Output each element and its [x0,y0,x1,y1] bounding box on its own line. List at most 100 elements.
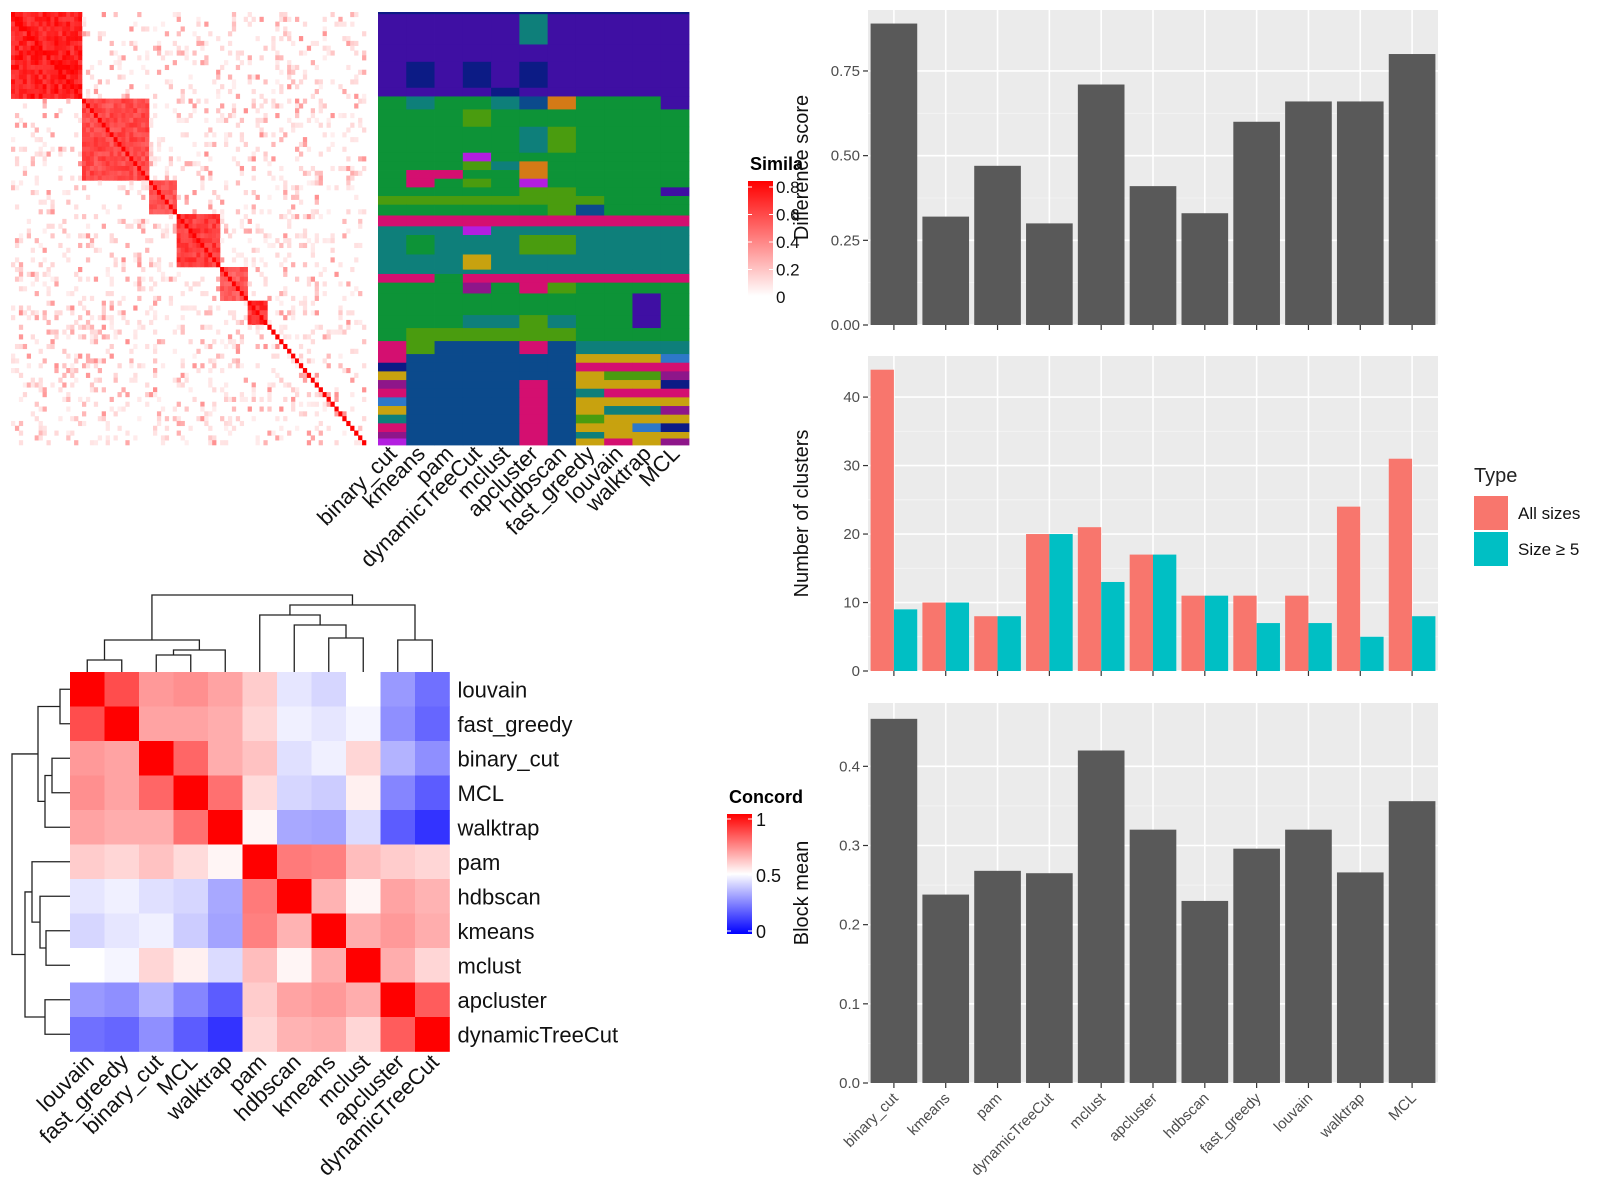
similarity-cell [46,194,51,200]
assignment-cell [434,371,464,381]
similarity-cell [74,79,79,85]
similarity-cell [30,31,35,37]
similarity-cell [168,190,174,196]
assignment-cell [575,44,605,63]
similarity-cell [105,291,110,297]
concordance-cell [346,913,381,949]
similarity-cell [279,425,284,431]
similarity-cell [342,295,347,301]
similarity-cell [133,252,138,258]
similarity-cell [58,16,63,22]
similarity-cell [204,310,209,316]
similarity-cell [109,156,114,162]
similarity-cell [38,363,43,369]
similarity-cell [153,190,158,196]
assignment-cell [575,96,605,110]
similarity-cell [70,382,75,388]
similarity-cell [34,382,39,388]
assignment-cell [632,44,662,63]
bar [1336,506,1361,671]
similarity-cell [109,165,114,172]
similarity-cell [255,435,260,441]
similarity-cell [275,64,280,71]
similarity-cell [216,117,221,123]
similarity-cell [62,16,67,22]
similarity-cell [141,194,146,200]
similarity-cell [156,50,162,56]
similarity-cell [153,26,158,32]
similarity-cell [54,74,59,80]
concordance-cell [277,913,312,949]
similarity-cell [58,55,63,61]
bar [1233,848,1280,1083]
similarity-cell [196,368,201,374]
similarity-cell [18,430,24,436]
similarity-cell [42,103,47,109]
similarity-cell [58,223,63,229]
similarity-cell [247,300,252,306]
similarity-cell [310,300,316,306]
similarity-cell [109,113,114,119]
bar [1388,801,1436,1083]
similarity-cell [164,233,170,239]
similarity-cell [34,84,39,90]
similarity-cell [216,242,221,249]
assignment-cell [491,96,520,110]
similarity-cell [97,103,103,109]
similarity-cell [184,223,189,229]
assignment-cell [434,380,464,390]
similarity-cell [220,214,225,220]
similarity-cell [18,276,24,282]
assignment-cell [378,61,407,89]
similarity-cell [227,310,233,316]
similarity-cell [192,228,197,234]
similarity-cell [204,214,209,220]
assignment-cell [575,269,605,275]
similarity-cell [50,31,55,37]
assignment-cell [547,273,577,284]
concordance-legend-bar [727,814,752,934]
assignment-cell [547,388,577,398]
similarity-cell [295,387,300,393]
similarity-cell [113,141,118,148]
dendrogram-branch [37,705,60,803]
similarity-cell [275,353,280,359]
similarity-cell [14,31,20,37]
similarity-cell [259,271,264,277]
similarity-cell [101,113,106,119]
similarity-cell [295,16,300,22]
similarity-cell [38,36,43,42]
similarity-cell [30,45,35,51]
assignment-cell [519,315,549,329]
similarity-cell [62,45,67,51]
dendrogram-branch [59,688,70,725]
assignment-cell [434,328,464,342]
similarity-cell [93,151,99,157]
similarity-cell [220,209,225,215]
similarity-cell [62,88,67,95]
concordance-cell [346,1017,381,1052]
similarity-cell [227,271,233,277]
similarity-cell [208,252,213,258]
similarity-cell [227,31,233,37]
similarity-cell [224,286,229,292]
similarity-cell [11,315,16,321]
similarity-cell [239,276,245,282]
similarity-cell [306,170,312,176]
similarity-cell [113,262,118,268]
similarity-cell [58,146,63,152]
similarity-cell [46,50,51,56]
similarity-cell [141,276,146,282]
similarity-cell [46,79,51,85]
similarity-cell [160,190,166,196]
similarity-cell [54,363,59,369]
assignment-cell [660,187,690,197]
similarity-cell [176,12,181,18]
similarity-cell [302,74,308,80]
similarity-cell [291,406,296,412]
concordance-legend-title: Concord [729,787,803,807]
assignment-cell [660,215,690,227]
similarity-cell [11,305,16,311]
similarity-cell [42,93,47,99]
similarity-cell [271,132,276,138]
